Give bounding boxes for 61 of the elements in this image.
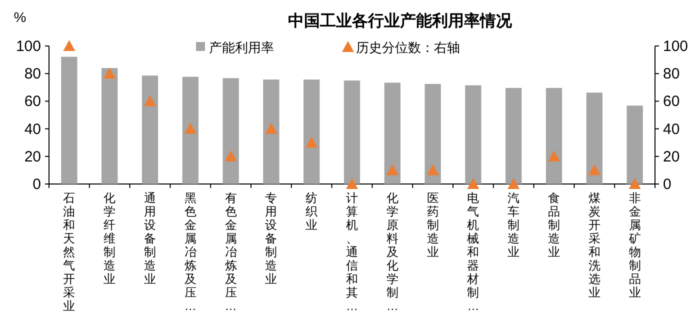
bar	[586, 92, 602, 184]
bar	[384, 82, 400, 184]
bar	[304, 80, 320, 184]
point	[306, 136, 318, 148]
bar	[546, 88, 562, 184]
category-label: 石油和天然气开采业	[63, 191, 76, 313]
category-label: 化学原料及化学制…	[386, 191, 398, 313]
point	[184, 122, 196, 134]
bar	[263, 80, 280, 184]
x-tick-label: 食品制造业	[548, 191, 560, 259]
point	[144, 95, 156, 106]
y-tick-label: 100	[16, 38, 41, 55]
point	[628, 178, 641, 189]
y2-tick-label: 40	[663, 120, 680, 138]
point	[386, 164, 398, 176]
bar	[222, 78, 239, 184]
y-tick-label: 80	[24, 66, 41, 83]
point	[224, 150, 237, 162]
bar	[182, 76, 198, 184]
bar	[424, 84, 441, 184]
y-tick-label: 20	[24, 148, 41, 166]
category-label: 有色金属冶炼及压…	[224, 191, 237, 313]
point	[426, 164, 439, 176]
bar	[102, 68, 118, 184]
point	[346, 178, 358, 189]
x-tick-label: 非金属矿物制品业	[628, 191, 641, 300]
point	[265, 122, 278, 134]
chart-title: 中国工业各行业产能利用率情况	[288, 11, 513, 30]
bar	[142, 76, 158, 184]
y-axis-title: %	[14, 9, 26, 25]
x-tick-label: 医药制造业	[426, 191, 439, 259]
y-tick-label: 40	[24, 120, 41, 138]
y2-tick-label: 20	[663, 148, 680, 166]
legend-label: 历史分位数：右轴	[356, 40, 460, 55]
x-tick-label: 专用设备制造业	[265, 191, 278, 286]
point	[467, 178, 480, 189]
point	[548, 150, 560, 162]
x-tick-label: 化学纤维制造业	[104, 191, 116, 286]
y-tick-label: 0	[32, 176, 41, 193]
y2-tick-label: 80	[663, 66, 680, 83]
legend-label: 产能利用率	[209, 40, 274, 55]
bar	[465, 85, 482, 184]
y2-tick-label: 60	[663, 93, 680, 110]
point	[508, 178, 520, 189]
y2-tick-label: 100	[663, 38, 688, 55]
y2-tick-label: 0	[663, 176, 672, 193]
category-label: 黑色金属冶炼及压…	[184, 191, 196, 313]
x-tick-label: 纺织业	[306, 191, 318, 232]
y-tick-label: 60	[24, 93, 41, 110]
x-tick-label: 煤炭开采和洗选业	[588, 191, 600, 300]
category-label: 计算机、通信和其…	[346, 191, 358, 313]
point	[63, 40, 76, 51]
bar	[61, 56, 78, 184]
bar	[344, 80, 360, 184]
bar	[506, 88, 522, 184]
x-tick-label: 汽车制造业	[508, 191, 520, 259]
bar	[626, 106, 643, 184]
x-tick-label: 通用设备制造业	[144, 191, 156, 286]
category-label: 电气机械和器材制…	[467, 191, 480, 313]
point	[588, 164, 600, 176]
point	[104, 68, 116, 79]
